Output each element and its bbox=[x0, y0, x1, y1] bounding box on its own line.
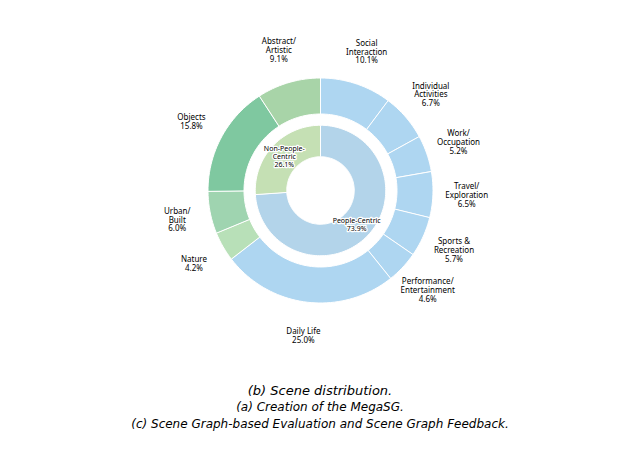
html-text:(a) Creation of the MegaSG.: (a) Creation of the MegaSG. bbox=[236, 400, 404, 414]
html-text:(c) Scene Graph-based Evaluati: (c) Scene Graph-based Evaluation and Sce… bbox=[131, 417, 509, 431]
svg-text:IndividualActivities6.7%: IndividualActivities6.7% bbox=[412, 79, 449, 108]
svg-text:Non-People-Centric26.1%: Non-People-Centric26.1% bbox=[264, 144, 305, 168]
svg-text:Sports &Recreation5.7%: Sports &Recreation5.7% bbox=[434, 235, 474, 264]
svg-text:Daily Life25.0%: Daily Life25.0% bbox=[286, 325, 321, 345]
svg-text:People-Centric73.9%: People-Centric73.9% bbox=[333, 216, 382, 233]
svg-text:Travel/Exploration6.5%: Travel/Exploration6.5% bbox=[445, 180, 488, 209]
svg-text:Urban/Built6.0%: Urban/Built6.0% bbox=[164, 205, 191, 234]
svg-text:SocialInteraction10.1%: SocialInteraction10.1% bbox=[346, 37, 387, 66]
svg-text:Objects15.8%: Objects15.8% bbox=[177, 111, 205, 131]
svg-text:Work/Occupation5.2%: Work/Occupation5.2% bbox=[437, 127, 480, 156]
svg-text:Nature4.2%: Nature4.2% bbox=[181, 253, 208, 273]
svg-text:Abstract/Artistic9.1%: Abstract/Artistic9.1% bbox=[262, 35, 296, 64]
html-text:(b) Scene distribution.: (b) Scene distribution. bbox=[247, 383, 393, 398]
svg-text:Performance/Entertainment4.6%: Performance/Entertainment4.6% bbox=[401, 275, 455, 304]
